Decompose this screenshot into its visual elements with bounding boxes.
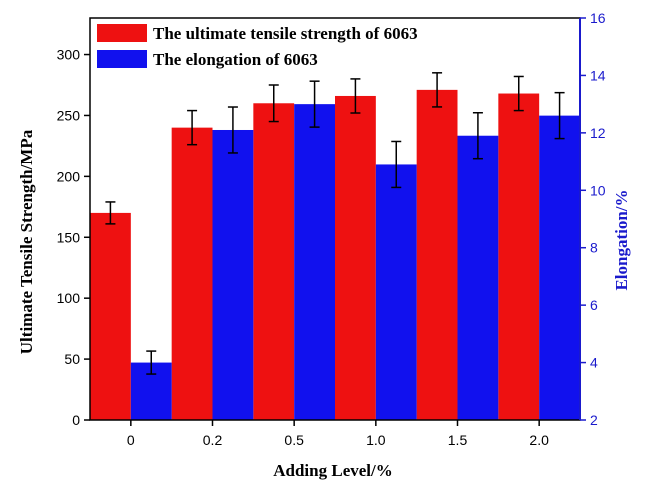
elongation-error-bar-2.0 <box>554 91 565 140</box>
strength-error-bar-2.0 <box>513 75 524 112</box>
left-tick-label: 0 <box>72 412 80 428</box>
legend: The ultimate tensile strength of 6063 The… <box>97 24 418 69</box>
strength-bar-0.5 <box>253 103 295 420</box>
x-tick-label: 1.0 <box>366 432 386 448</box>
strength-bar-0.2 <box>171 127 213 421</box>
left-tick-label: 150 <box>57 229 81 245</box>
x-tick-label: 2.0 <box>529 432 549 448</box>
legend-swatch <box>97 50 147 68</box>
left-tick-label: 250 <box>57 107 81 123</box>
legend-label: The ultimate tensile strength of 6063 <box>153 24 418 43</box>
elongation-error-bar-0 <box>146 350 157 375</box>
left-tick-label: 300 <box>57 47 81 63</box>
left-tick-label: 200 <box>57 168 81 184</box>
elongation-error-bar-1.5 <box>472 112 483 160</box>
left-tick-label: 50 <box>64 351 80 367</box>
right-tick-label: 16 <box>590 10 606 26</box>
right-tick-label: 8 <box>590 240 598 256</box>
strength-error-bar-0.5 <box>268 84 279 123</box>
elongation-bar-2.0 <box>539 115 580 420</box>
legend-label: The elongation of 6063 <box>153 50 318 69</box>
left-y-axis-title: Ultimate Tensile Strength/MPa <box>17 129 36 354</box>
x-tick-label: 0.5 <box>284 432 304 448</box>
x-tick-label: 0.2 <box>203 432 223 448</box>
right-tick-label: 10 <box>590 182 606 198</box>
strength-bar-1.5 <box>416 89 458 420</box>
left-tick-label: 100 <box>57 290 81 306</box>
right-tick-label: 6 <box>590 297 598 313</box>
elongation-error-bar-0.2 <box>227 106 238 154</box>
elongation-error-bar-1.0 <box>391 140 402 189</box>
strength-bar-2.0 <box>498 93 540 420</box>
elongation-bar-1.5 <box>457 135 499 420</box>
elongation-bar-0.2 <box>212 129 254 420</box>
error-bars-layer <box>105 72 565 375</box>
strength-bar-1.0 <box>335 95 376 421</box>
right-y-axis: 2 4 6 8 10 12 14 16 <box>579 10 606 428</box>
left-y-axis: 0 50 100 150 200 250 300 <box>57 47 90 428</box>
elongation-error-bar-0.5 <box>309 80 320 128</box>
right-y-axis-title: Elongation/% <box>612 189 631 290</box>
strength-error-bar-0 <box>105 201 116 225</box>
strength-error-bar-1.5 <box>432 72 443 108</box>
strength-error-bar-0.2 <box>187 109 198 146</box>
right-tick-label: 14 <box>590 67 606 83</box>
elongation-bar-1.0 <box>375 164 417 420</box>
right-tick-label: 12 <box>590 125 606 141</box>
strength-error-bar-1.0 <box>350 78 361 114</box>
bars-layer <box>90 89 580 421</box>
right-tick-label: 2 <box>590 412 598 428</box>
x-tick-label: 0 <box>127 432 135 448</box>
right-tick-label: 4 <box>590 355 598 371</box>
strength-bar-0 <box>90 212 131 420</box>
x-tick-label: 1.5 <box>448 432 468 448</box>
elongation-bar-0.5 <box>294 104 335 421</box>
x-axis: 0 0.2 0.5 1.0 1.5 2.0 <box>127 420 549 448</box>
x-axis-title: Adding Level/% <box>273 461 393 480</box>
legend-swatch <box>97 24 147 42</box>
